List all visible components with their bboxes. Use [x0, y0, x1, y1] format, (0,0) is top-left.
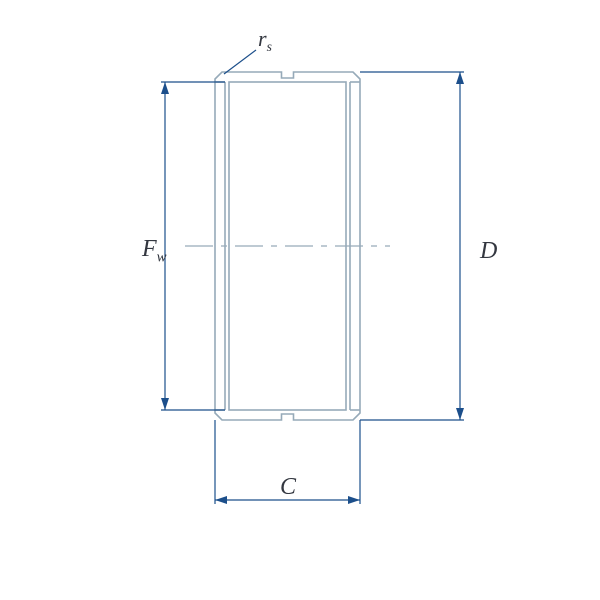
- bearing-cross-section-diagram: Fw D Crs: [0, 0, 600, 600]
- extension-line: [224, 50, 256, 74]
- dim-arrowhead: [456, 72, 464, 84]
- dim-arrowhead: [161, 398, 169, 410]
- dim-label-D: D: [479, 238, 497, 264]
- dim-label-rs: rs: [258, 26, 272, 54]
- dim-label-C: C: [280, 474, 297, 500]
- dim-arrowhead: [161, 82, 169, 94]
- dim-arrowhead: [215, 496, 227, 504]
- dim-arrowhead: [456, 408, 464, 420]
- dim-arrowhead: [348, 496, 360, 504]
- dim-label-Fw: Fw: [141, 236, 167, 265]
